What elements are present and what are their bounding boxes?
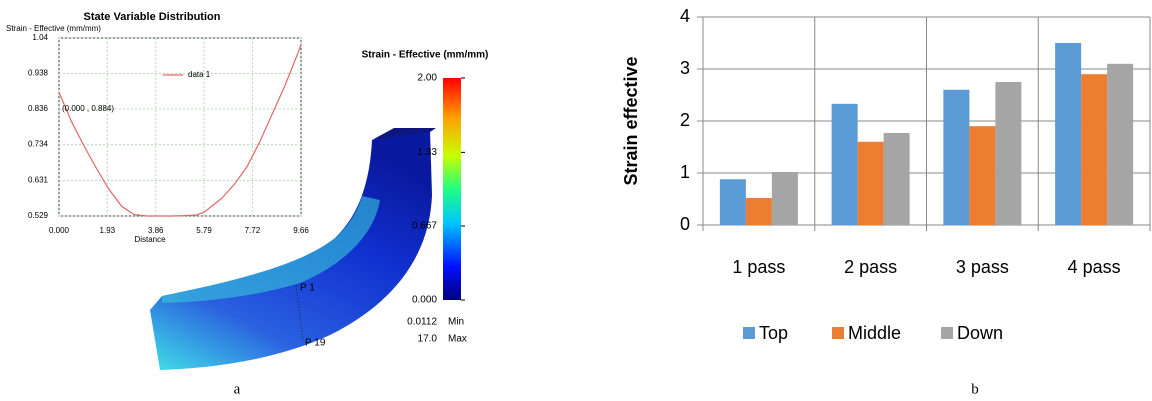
- y-tick-label: 0: [680, 214, 690, 234]
- bar: [720, 179, 746, 225]
- y-tick-label: 0.529: [28, 211, 49, 220]
- y-tick-label: 2: [680, 110, 690, 130]
- legend-swatch: [832, 327, 844, 339]
- colorbar-title: Strain - Effective (mm/mm): [362, 50, 489, 61]
- colorbar: [443, 78, 461, 300]
- panel-label: a: [234, 381, 241, 397]
- bar: [1081, 74, 1107, 225]
- bar: [1107, 64, 1133, 225]
- x-tick-label: 5.79: [196, 226, 212, 235]
- bar: [884, 133, 910, 225]
- bar: [746, 198, 772, 225]
- probe-label: P 19: [305, 338, 326, 349]
- y-tick-label: 1.04: [32, 33, 48, 42]
- x-tick-label: 1.93: [100, 226, 116, 235]
- bar: [943, 90, 969, 225]
- colorbar-tick-label: 0.000: [412, 295, 437, 306]
- x-tick-label: 4 pass: [1068, 257, 1121, 277]
- legend-swatch: [941, 327, 953, 339]
- bar: [1055, 43, 1081, 225]
- x-tick-label: 0.000: [49, 226, 70, 235]
- x-axis-label: Distance: [134, 235, 166, 244]
- x-tick-label: 7.72: [245, 226, 261, 235]
- y-axis-label: Strain effective: [621, 56, 641, 185]
- y-tick-label: 1: [680, 162, 690, 182]
- legend-label: Middle: [848, 323, 901, 343]
- y-tick-label: 4: [680, 6, 690, 26]
- y-tick-label: 0.734: [28, 140, 49, 149]
- x-tick-label: 9.66: [293, 226, 309, 235]
- legend-label: Down: [957, 323, 1003, 343]
- colorbar-tick-label: 1.33: [418, 147, 438, 158]
- legend-label: data 1: [188, 70, 211, 79]
- colorbar-tick-label: 0.667: [412, 221, 437, 232]
- x-tick-label: 1 pass: [732, 257, 785, 277]
- max-value: 17.0: [418, 334, 438, 345]
- x-tick-label: 3.86: [148, 226, 164, 235]
- plot-area: [59, 38, 301, 216]
- y-tick-label: 0.631: [28, 176, 49, 185]
- max-text: Max: [448, 334, 467, 345]
- chart-title: State Variable Distribution: [84, 11, 221, 23]
- bar: [772, 172, 798, 225]
- legend-swatch: [743, 327, 755, 339]
- y-tick-label: 3: [680, 58, 690, 78]
- bar: [858, 142, 884, 225]
- probe-label: P 1: [300, 283, 315, 294]
- bar: [995, 82, 1021, 225]
- x-tick-label: 2 pass: [844, 257, 897, 277]
- figure: P 1 P 19 Strain - Effective (mm/mm) 0.01…: [0, 0, 1152, 401]
- min-value: 0.0112: [407, 317, 437, 328]
- x-tick-label: 3 pass: [956, 257, 1009, 277]
- min-text: Min: [448, 317, 464, 328]
- y-tick-label: 0.836: [28, 104, 49, 113]
- bar: [832, 104, 858, 225]
- bar: [969, 126, 995, 225]
- annotation: (0.000 , 0.884): [62, 104, 114, 113]
- y-tick-label: 0.938: [28, 69, 49, 78]
- panel-label: b: [971, 381, 979, 397]
- y-axis-label: Strain - Effective (mm/mm): [6, 24, 101, 33]
- colorbar-tick-label: 2.00: [418, 73, 438, 84]
- legend-label: Top: [759, 323, 788, 343]
